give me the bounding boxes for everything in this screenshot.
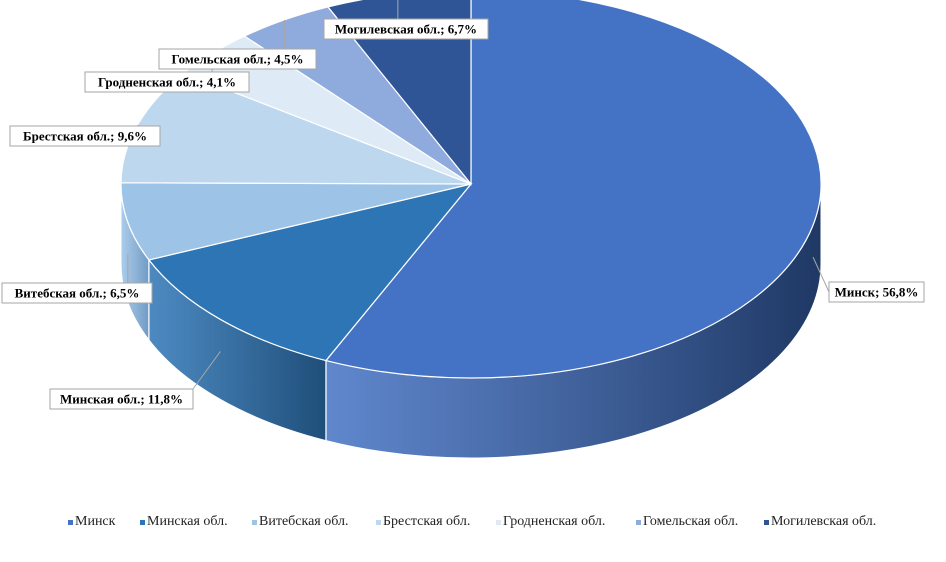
legend-swatch-могилевская-обл (764, 520, 769, 525)
legend-swatch-минск (68, 520, 73, 525)
legend-swatch-минская-обл (140, 520, 145, 525)
data-label-гомельская-обл: Гомельская обл.; 4,5% (171, 52, 303, 67)
data-label-брестская-обл: Брестская обл.; 9,6% (23, 129, 147, 144)
data-label-витебская-обл: Витебская обл.; 6,5% (15, 286, 140, 301)
legend-swatch-брестская-обл (376, 520, 381, 525)
data-label-box-гродненская-обл (84, 71, 250, 93)
legend-swatch-витебская-обл (252, 520, 257, 525)
data-label-box-могилевская-обл (323, 18, 489, 40)
data-label-минск: Минск; 56,8% (835, 285, 919, 300)
legend: Минск Минская обл. Витебская обл. Брестская… (68, 514, 876, 529)
data-label-box-минская-обл (49, 388, 194, 410)
legend-label-могилевская-обл: Могилевская обл. (771, 514, 876, 529)
leader-line-минск (812, 256, 830, 293)
legend-label-гомельская-обл: Гомельская обл. (643, 514, 738, 529)
data-label-гродненская-обл: Гродненская обл.; 4,1% (98, 75, 236, 90)
legend-label-гродненская-обл: Гродненская обл. (503, 514, 605, 529)
data-label-box-гомельская-обл (158, 48, 317, 70)
legend-label-минская-обл: Минская обл. (147, 514, 228, 529)
pie-slice-минск (324, 0, 822, 379)
legend-swatch-гродненская-обл (496, 520, 501, 525)
pie-slice-могилевская-обл (326, 0, 472, 186)
pie-slice-витебская-обл (120, 182, 472, 261)
data-label-box-минск (828, 281, 925, 303)
data-label-минская-обл: Минская обл.; 11,8% (60, 392, 183, 407)
data-label-могилевская-обл: Могилевская обл.; 6,7% (335, 22, 477, 37)
data-label-box-брестская-обл (9, 125, 161, 147)
legend-label-брестская-обл: Брестская обл. (383, 514, 470, 529)
legend-label-минск: Минск (75, 514, 116, 529)
data-labels: Минск; 56,8% Минская обл.; 11,8% Витебская… (1, 18, 925, 410)
data-label-box-витебская-обл (1, 282, 153, 304)
pie-slice-минская-обл (147, 183, 473, 362)
legend-swatch-гомельская-обл (636, 520, 641, 525)
legend-label-витебская-обл: Витебская обл. (259, 514, 349, 529)
leader-line-минская-обл (192, 351, 221, 390)
